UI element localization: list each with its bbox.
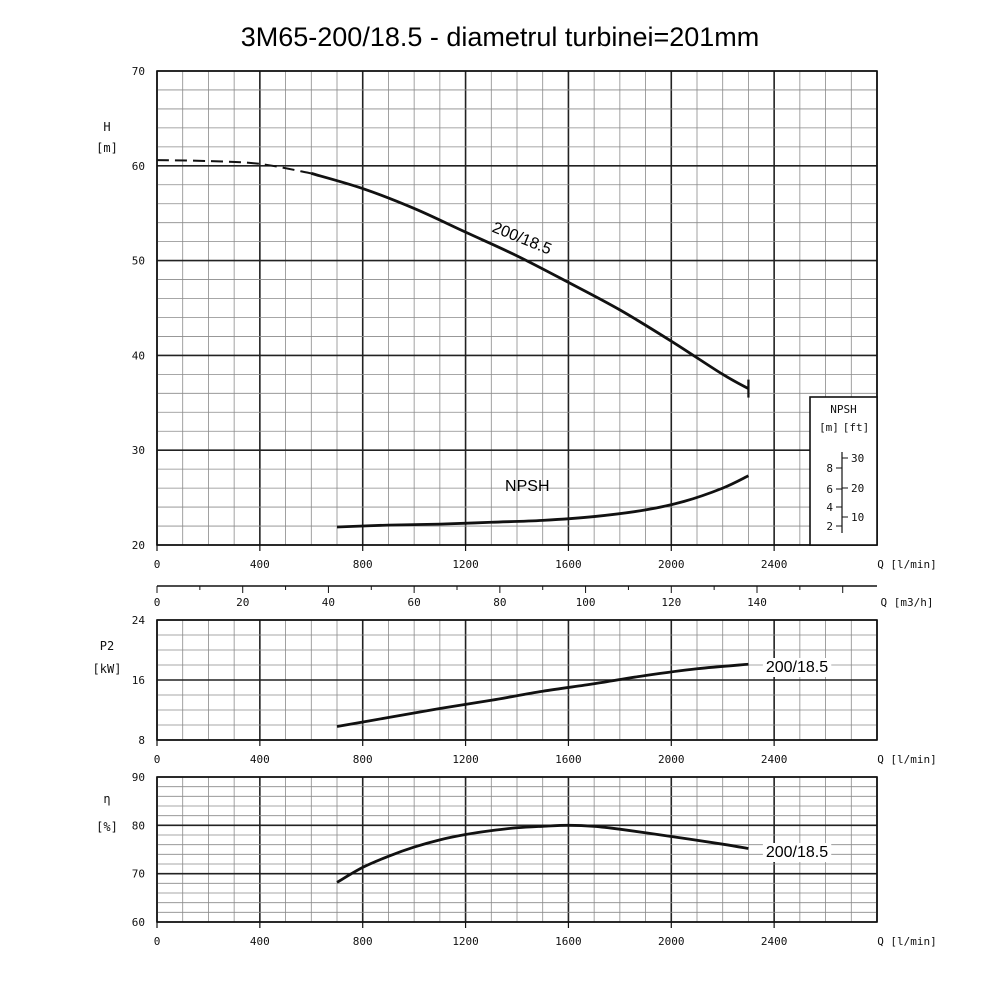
secondary-x-tick-label: 140 [747,596,767,609]
head-plot: 20 30 40 50 60 70 0 400 800 1200 1600 2000 2400 Q [l/… [96,65,937,571]
series-label: 200/18.5 [490,219,554,258]
y-axis-label: η [103,792,110,806]
y-tick-label: 40 [132,349,145,362]
y-tick-label: 70 [132,65,145,78]
npsh-m-tick-label: 8 [826,462,833,475]
secondary-x-axis-label: Q [m3/h] [881,596,934,609]
npsh-scale-unit-m: [m] [819,421,839,434]
x-tick-label: 1600 [555,753,582,766]
y-tick-label: 80 [132,819,145,832]
x-tick-label: 1200 [452,935,479,948]
y-axis-unit: [kW] [93,662,122,676]
x-axis-label: Q [l/min] [877,753,937,766]
x-tick-label: 2000 [658,935,685,948]
x-tick-label: 800 [353,753,373,766]
y-axis-unit: [%] [96,820,118,834]
y-tick-label: 20 [132,539,145,552]
x-tick-label: 2400 [761,753,788,766]
npsh-ft-tick-label: 30 [851,452,864,465]
secondary-x-axis: 0 20 40 60 80 100 120 140 Q [m3/h] [154,585,934,609]
series-line [336,823,749,884]
secondary-x-tick-label: 60 [408,596,421,609]
y-axis-label: P2 [100,639,114,653]
x-axis-label: Q [l/min] [877,935,937,948]
x-tick-label: 0 [154,753,161,766]
efficiency-plot: 60 70 80 90 0 400 800 1200 1600 2000 2400 Q [l/min]… [96,771,937,948]
series-line [336,474,750,529]
secondary-x-tick-label: 100 [576,596,596,609]
npsh-ft-tick-label: 10 [851,511,864,524]
series-label-bg [762,658,832,677]
secondary-x-tick-label: 120 [661,596,681,609]
power-plot: 8 16 24 0 400 800 1200 1600 2000 2400 Q [l/min] P2 [… [93,614,937,766]
x-tick-label: 1600 [555,935,582,948]
secondary-x-tick-label: 80 [493,596,506,609]
x-tick-label: 2400 [761,558,788,571]
y-axis-label: H [103,120,110,134]
x-tick-label: 1200 [452,558,479,571]
y-tick-label: 90 [132,771,145,784]
y-tick-label: 16 [132,674,145,687]
y-tick-label: 30 [132,444,145,457]
secondary-x-tick-label: 0 [154,596,161,609]
x-axis-label: Q [l/min] [877,558,937,571]
x-tick-label: 800 [353,935,373,948]
x-tick-label: 1200 [452,753,479,766]
y-tick-label: 60 [132,916,145,929]
y-tick-label: 50 [132,255,145,268]
npsh-m-tick-label: 2 [826,520,833,533]
y-axis-unit: [m] [96,141,118,155]
x-tick-label: 400 [250,558,270,571]
secondary-x-tick-label: 40 [322,596,335,609]
secondary-x-tick-label: 20 [236,596,249,609]
series-line [336,662,749,728]
plot-frame [156,619,878,741]
x-tick-label: 0 [154,558,161,571]
npsh-scale-unit-ft: [ft] [843,421,870,434]
npsh-scale-box: NPSH [m] [ft] 8 6 4 2 30 20 10 [809,396,878,546]
npsh-m-tick-label: 4 [826,501,833,514]
x-tick-label: 1600 [555,558,582,571]
y-tick-label: 70 [132,868,145,881]
y-tick-label: 60 [132,160,145,173]
y-tick-label: 24 [132,614,146,627]
x-tick-label: 2000 [658,558,685,571]
chart-title: 3M65-200/18.5 - diametrul turbinei=201mm [241,22,760,52]
npsh-scale-title: NPSH [830,403,857,416]
npsh-m-tick-label: 6 [826,483,833,496]
npsh-scale-frame [809,396,878,546]
series-label: 200/18.5 [766,659,828,676]
x-tick-label: 2400 [761,935,788,948]
plot-frame [156,776,878,923]
series-line [310,172,750,390]
x-tick-label: 400 [250,935,270,948]
plot-frame [156,70,878,546]
x-tick-label: 400 [250,753,270,766]
x-tick-label: 0 [154,935,161,948]
y-tick-label: 8 [138,734,145,747]
x-tick-label: 2000 [658,753,685,766]
series-line-dashed [156,159,312,175]
x-tick-label: 800 [353,558,373,571]
series-label: 200/18.5 [766,844,828,861]
npsh-ft-tick-label: 20 [851,482,864,495]
series-label-npsh: NPSH [505,478,549,495]
series-label-bg [762,843,832,862]
